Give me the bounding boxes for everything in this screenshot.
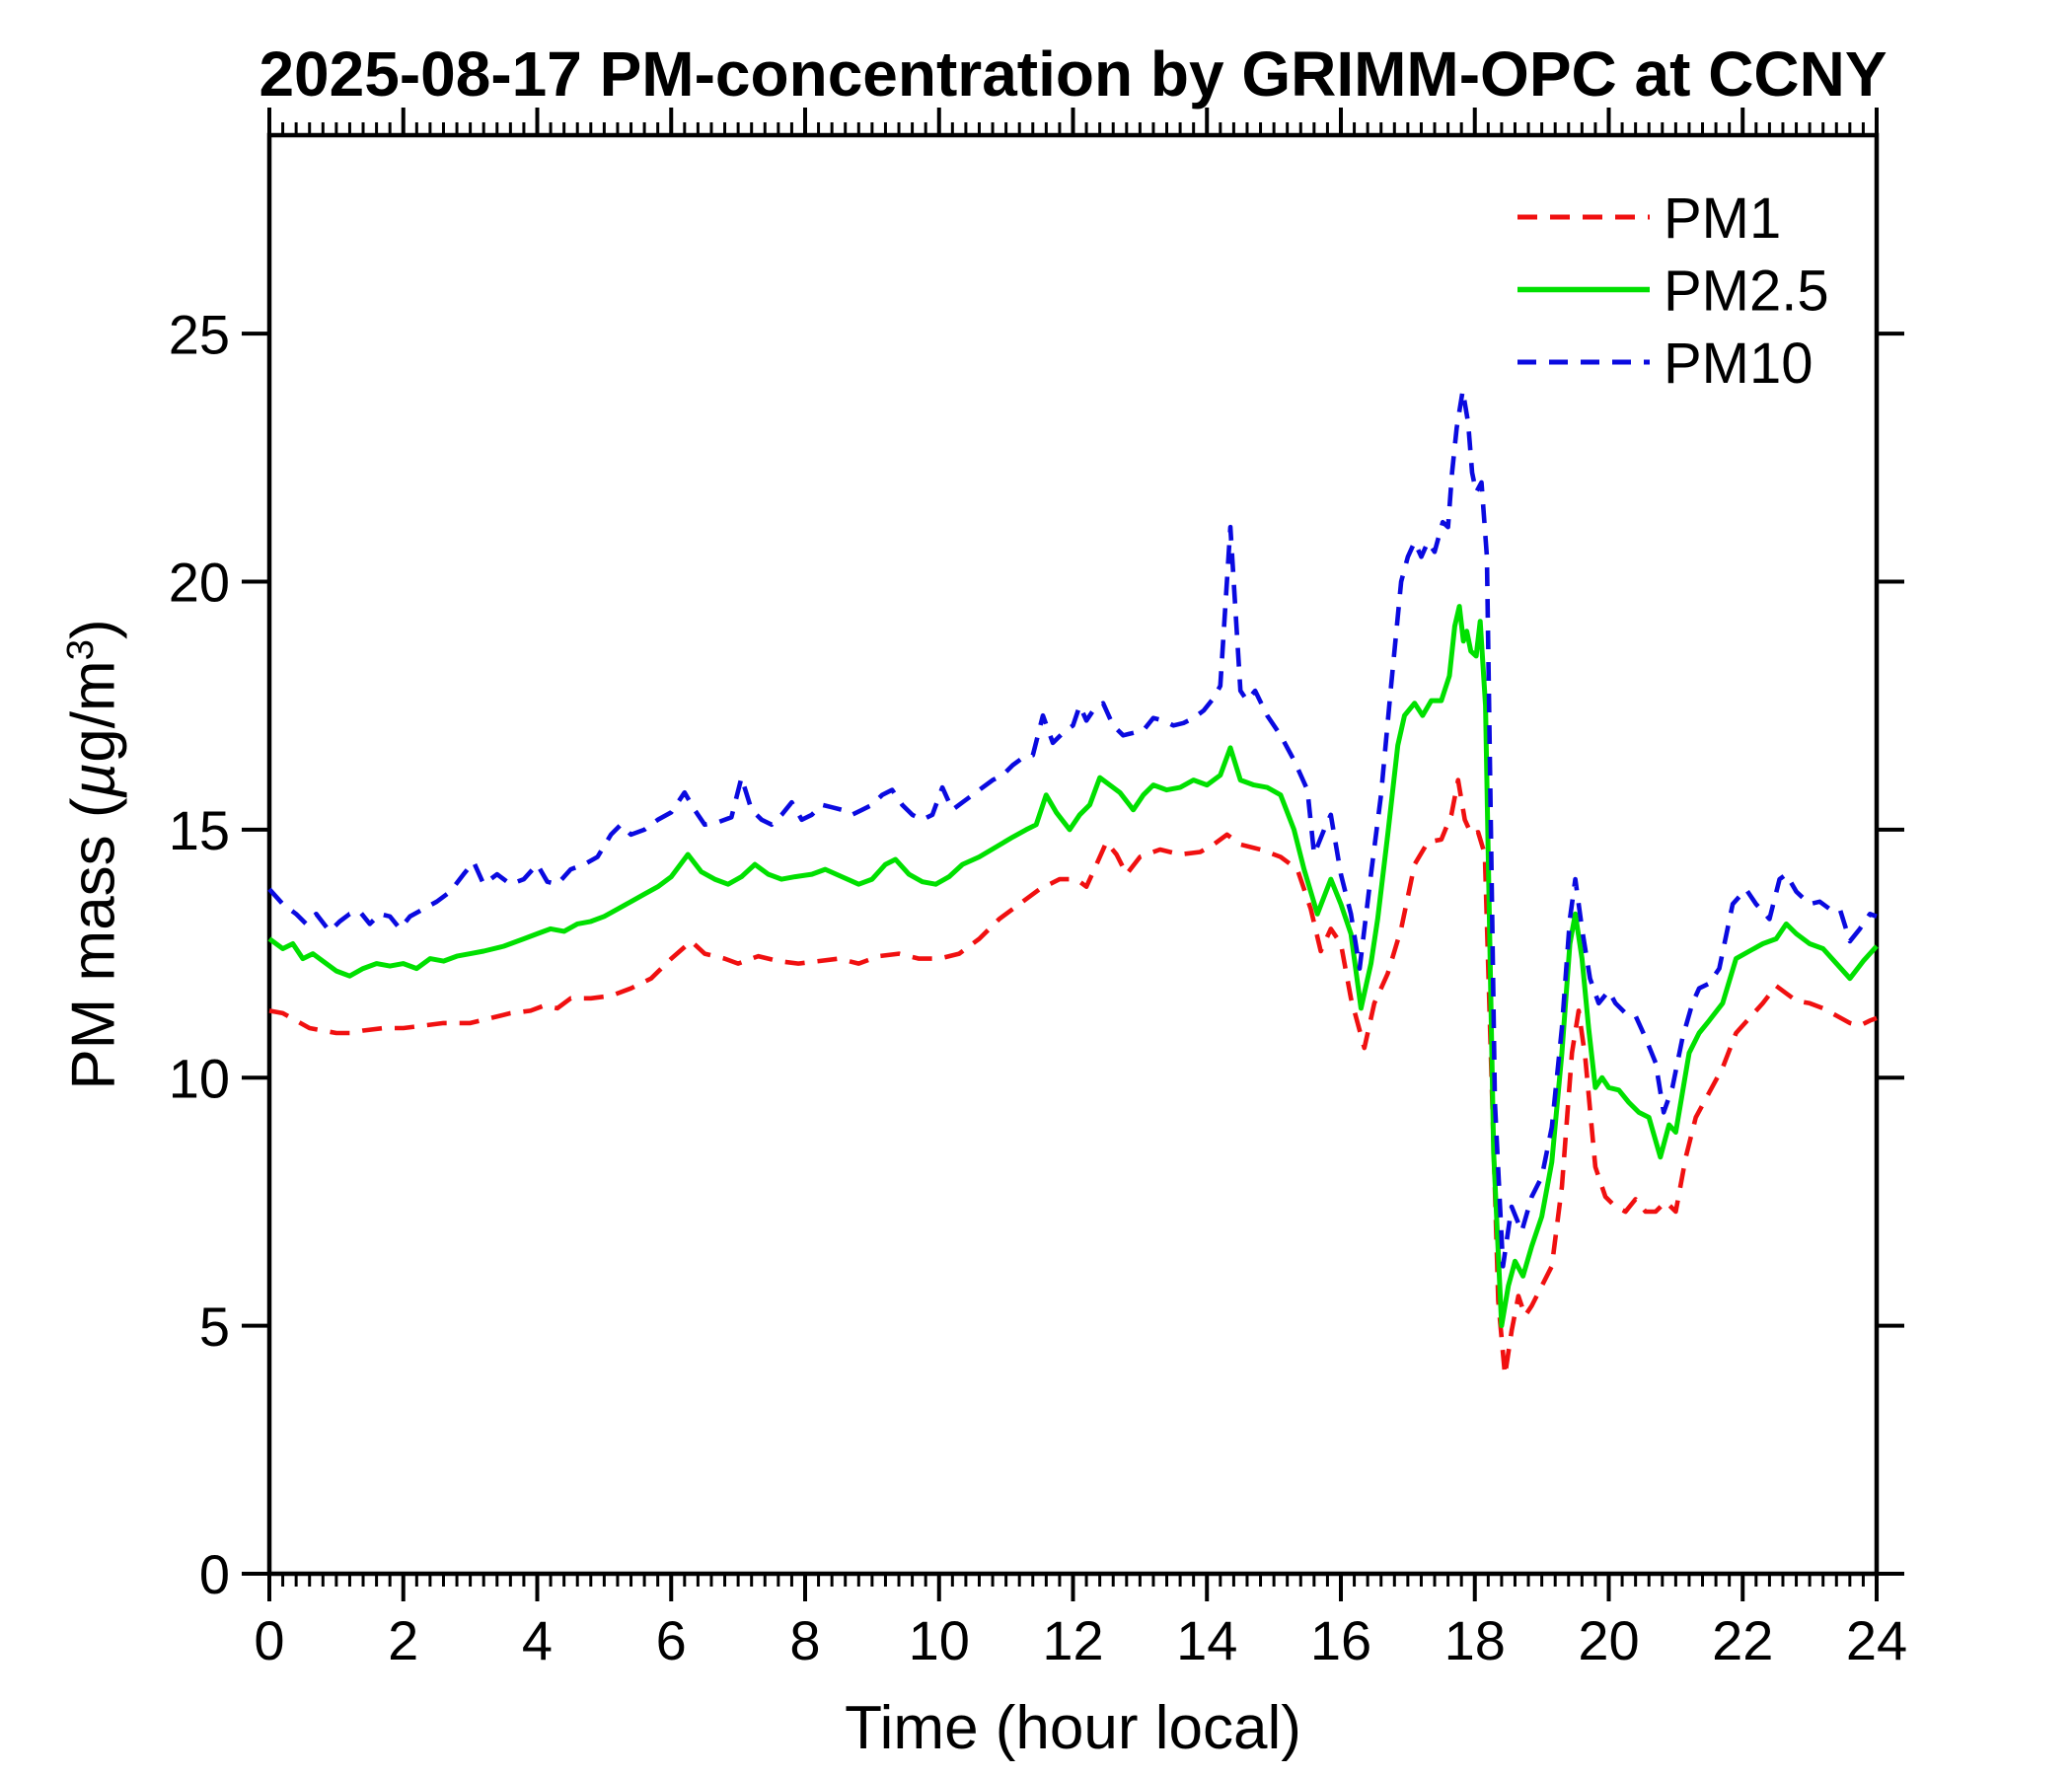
y-tick-label: 10 [169,1047,230,1109]
y-tick-label: 20 [169,552,230,614]
y-tick-label: 15 [169,799,230,861]
y-axis-label-pre: PM mass ( [59,797,128,1090]
y-axis-label-post: ) [59,619,128,639]
x-tick-label: 12 [1042,1609,1103,1671]
x-tick-label: 16 [1310,1609,1371,1671]
chart-title: 2025-08-17 PM-concentration by GRIMM-OPC… [259,38,1887,110]
x-tick-label: 6 [656,1609,687,1671]
legend-label-pm10: PM10 [1664,332,1813,396]
x-tick-label: 14 [1176,1609,1237,1671]
x-tick-label: 4 [522,1609,553,1671]
x-tick-label: 8 [789,1609,820,1671]
x-tick-label: 22 [1712,1609,1773,1671]
x-tick-label: 2 [388,1609,418,1671]
series-pm10 [267,388,1878,1269]
y-tick-label: 5 [199,1295,230,1358]
x-tick-label: 0 [254,1609,284,1671]
x-tick-label: 24 [1846,1609,1907,1671]
x-tick-label: 18 [1444,1609,1506,1671]
mu-symbol: µ [59,762,128,798]
plot-border [266,132,1880,1577]
x-tick-label: 10 [909,1609,970,1671]
y-tick-label: 25 [169,303,230,365]
y-axis-label: PM mass (µg/m3) [59,619,129,1089]
y-axis-label-mid: g/m [59,660,128,763]
series-pm1 [268,777,1878,1378]
y-axis-label-superscript: 3 [58,638,102,661]
y-tick-label: 0 [199,1543,230,1605]
legend-label-pm25: PM2.5 [1664,259,1829,323]
legend-label-pm1: PM1 [1664,186,1781,251]
x-tick-label: 20 [1578,1609,1639,1671]
x-axis-label: Time (hour local) [845,1694,1301,1762]
series-pm25 [267,604,1879,1329]
